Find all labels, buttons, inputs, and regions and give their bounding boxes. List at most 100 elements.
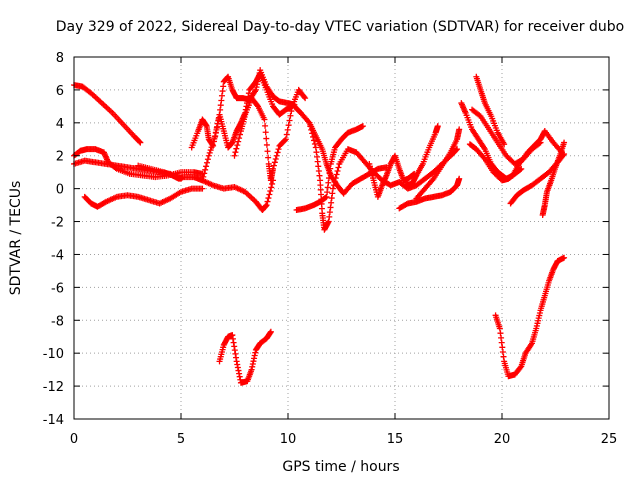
series-trace-8 bbox=[231, 86, 309, 184]
x-tick-label: 20 bbox=[494, 432, 511, 447]
y-tick-label: 0 bbox=[56, 183, 64, 198]
data-point-marker bbox=[501, 141, 508, 148]
series-trace-23 bbox=[492, 254, 568, 380]
data-point-marker bbox=[331, 178, 338, 185]
data-point-marker bbox=[267, 187, 274, 194]
data-point-marker bbox=[283, 131, 290, 138]
data-point-marker bbox=[310, 133, 317, 140]
data-point-marker bbox=[434, 123, 441, 130]
data-point-marker bbox=[263, 202, 270, 209]
y-axis-label: SDTVAR / TECUs bbox=[8, 181, 24, 296]
data-point-marker bbox=[264, 148, 271, 155]
data-point-marker bbox=[310, 137, 317, 144]
data-point-marker bbox=[261, 116, 268, 123]
y-tick-label: -12 bbox=[43, 380, 64, 395]
data-point-marker bbox=[518, 165, 525, 172]
data-point-marker bbox=[301, 93, 308, 100]
data-point-marker bbox=[208, 144, 215, 151]
data-point-marker bbox=[285, 122, 292, 129]
data-point-marker bbox=[269, 180, 276, 187]
data-point-marker bbox=[206, 149, 213, 156]
x-tick-label: 25 bbox=[601, 432, 618, 447]
data-point-marker bbox=[311, 140, 318, 147]
series-trace-13 bbox=[396, 175, 463, 212]
data-point-marker bbox=[281, 137, 288, 144]
series-trace-12 bbox=[366, 152, 418, 200]
x-axis-label: GPS time / hours bbox=[282, 459, 399, 475]
data-point-marker bbox=[335, 164, 342, 171]
y-tick-label: -14 bbox=[43, 413, 64, 428]
data-point-marker bbox=[537, 139, 544, 146]
data-point-marker bbox=[309, 130, 316, 137]
y-tick-label: 4 bbox=[56, 117, 64, 132]
data-point-marker bbox=[262, 122, 269, 129]
data-point-marker bbox=[234, 142, 241, 149]
data-point-marker bbox=[456, 175, 463, 182]
data-point-marker bbox=[263, 135, 270, 142]
x-tick-label: 15 bbox=[387, 432, 404, 447]
data-point-marker bbox=[284, 126, 291, 133]
series-trace-3 bbox=[71, 157, 184, 182]
y-tick-label: 8 bbox=[56, 51, 64, 66]
series-trace-17 bbox=[466, 141, 525, 184]
data-point-marker bbox=[266, 191, 273, 198]
data-point-marker bbox=[210, 138, 217, 145]
data-point-marker bbox=[536, 140, 543, 147]
data-point-marker bbox=[270, 165, 277, 172]
data-point-marker bbox=[333, 171, 340, 178]
x-tick-label: 5 bbox=[177, 432, 185, 447]
y-tick-labels: -14 -12 -10 -8 -6 -4 -2 0 2 4 6 8 bbox=[43, 51, 64, 428]
data-point-marker bbox=[231, 152, 238, 159]
plot-area bbox=[71, 67, 568, 386]
y-tick-label: 6 bbox=[56, 84, 64, 99]
data-point-marker bbox=[263, 141, 270, 148]
data-point-marker bbox=[207, 147, 214, 154]
data-point-marker bbox=[329, 185, 336, 192]
data-point-marker bbox=[203, 163, 210, 170]
series-trace-6 bbox=[188, 67, 298, 151]
plot-frame bbox=[73, 56, 610, 420]
x-tick-labels: 0 5 10 15 20 25 bbox=[70, 432, 617, 447]
data-point-marker bbox=[233, 145, 240, 152]
data-point-marker bbox=[209, 141, 216, 148]
data-point-marker bbox=[274, 149, 281, 156]
data-point-marker bbox=[330, 182, 337, 189]
series-trace-1 bbox=[71, 81, 144, 146]
y-tick-label: -2 bbox=[51, 216, 64, 231]
data-point-marker bbox=[268, 184, 275, 191]
y-tick-label: -4 bbox=[51, 248, 64, 263]
data-point-marker bbox=[264, 198, 271, 205]
y-tick-label: -8 bbox=[51, 314, 64, 329]
data-point-marker bbox=[517, 166, 524, 173]
data-point-marker bbox=[307, 123, 314, 130]
data-point-marker bbox=[199, 185, 206, 192]
axis-ticks bbox=[73, 56, 610, 420]
data-point-marker bbox=[517, 364, 524, 371]
data-point-marker bbox=[200, 173, 207, 180]
data-point-marker bbox=[270, 162, 277, 169]
series-trace-9 bbox=[291, 103, 390, 197]
data-point-marker bbox=[282, 136, 289, 143]
data-point-marker bbox=[308, 126, 315, 133]
data-point-marker bbox=[275, 146, 282, 153]
series-trace-22 bbox=[216, 328, 274, 386]
series-trace-15 bbox=[413, 126, 463, 202]
data-point-marker bbox=[136, 138, 143, 145]
data-point-marker bbox=[322, 194, 329, 201]
data-point-marker bbox=[334, 168, 341, 175]
y-tick-label: 2 bbox=[56, 150, 64, 165]
data-point-marker bbox=[273, 152, 280, 159]
data-point-marker bbox=[267, 328, 274, 335]
data-point-marker bbox=[237, 131, 244, 138]
data-point-marker bbox=[137, 139, 144, 146]
x-tick-label: 10 bbox=[280, 432, 297, 447]
data-point-marker bbox=[254, 102, 261, 109]
data-point-marker bbox=[561, 254, 568, 261]
series-trace-10 bbox=[293, 123, 366, 214]
data-point-marker bbox=[288, 108, 295, 115]
data-point-marker bbox=[456, 126, 463, 133]
series-trace-7 bbox=[199, 70, 296, 184]
data-point-marker bbox=[286, 117, 293, 124]
series-trace-14 bbox=[402, 123, 441, 189]
data-point-marker bbox=[202, 166, 209, 173]
